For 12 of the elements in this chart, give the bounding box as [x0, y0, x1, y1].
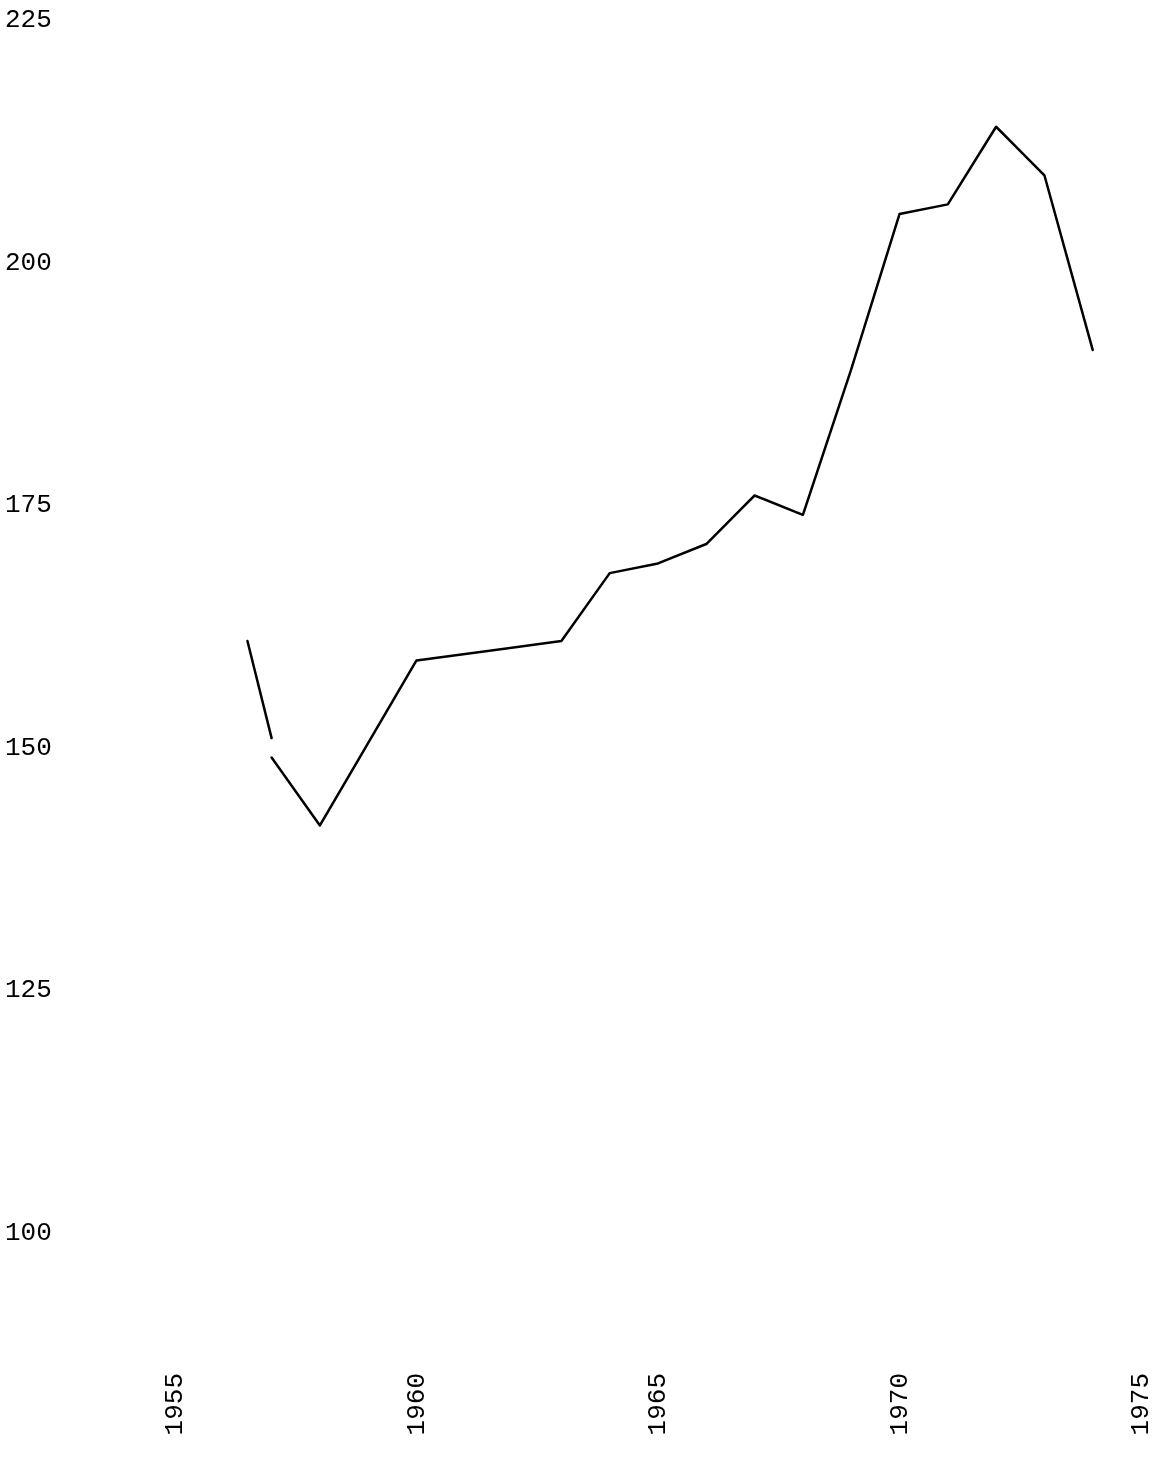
x-tick-label: 1955 — [160, 1373, 190, 1436]
x-tick-label: 1960 — [401, 1373, 432, 1436]
x-tick-label: 1965 — [643, 1373, 673, 1436]
y-tick-label: 200 — [5, 247, 52, 278]
y-tick-label: 150 — [5, 732, 52, 763]
y-tick-label: 225 — [5, 5, 52, 35]
x-tick-label: 1975 — [1126, 1373, 1154, 1436]
line-series — [270, 125, 1094, 827]
x-tick-label: 1970 — [884, 1373, 915, 1436]
y-tick-label: 175 — [5, 490, 52, 521]
y-tick-label: 125 — [5, 975, 52, 1006]
y-tick-label: 100 — [5, 1218, 52, 1248]
